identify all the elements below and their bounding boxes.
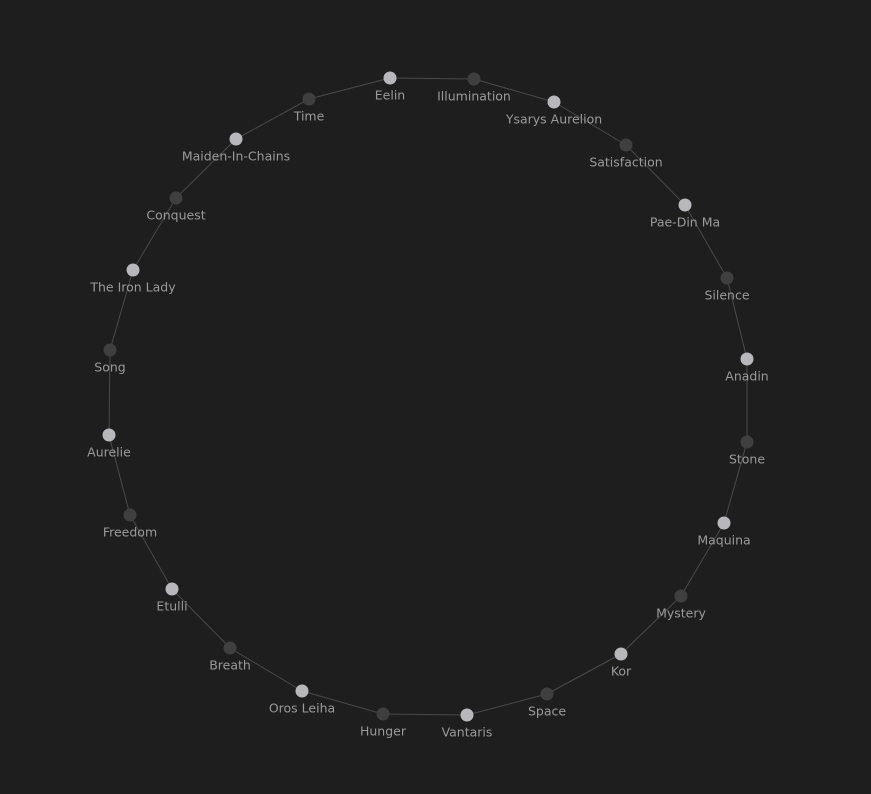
- node-dot[interactable]: [614, 647, 628, 661]
- graph-node[interactable]: Oros Leiha: [269, 684, 335, 716]
- node-dot[interactable]: [123, 508, 137, 522]
- graph-edge: [546, 653, 622, 695]
- node-label[interactable]: Anadin: [725, 369, 768, 384]
- node-label[interactable]: The Iron Lady: [89, 280, 176, 295]
- node-label[interactable]: Illumination: [437, 89, 511, 104]
- node-dot[interactable]: [678, 198, 692, 212]
- node-label[interactable]: Hunger: [360, 724, 407, 739]
- graph-node[interactable]: Ysarys Aurelion: [505, 95, 602, 127]
- node-label[interactable]: Pae-Din Ma: [650, 215, 720, 230]
- graph-edges: [108, 77, 748, 716]
- graph-node[interactable]: Mystery: [656, 589, 707, 621]
- graph-edge: [473, 78, 555, 103]
- node-label[interactable]: Stone: [729, 452, 765, 467]
- graph-edge: [229, 647, 303, 692]
- graph-edge: [684, 204, 728, 279]
- graph-edge: [620, 595, 682, 655]
- graph-node[interactable]: Etulli: [156, 582, 188, 614]
- node-label[interactable]: Time: [293, 109, 325, 124]
- graph-node[interactable]: Maiden-In-Chains: [182, 132, 290, 164]
- node-dot[interactable]: [467, 72, 481, 86]
- graph-edge: [132, 197, 177, 271]
- node-label[interactable]: Song: [94, 360, 125, 375]
- graph-edge: [382, 713, 468, 716]
- node-dot[interactable]: [165, 582, 179, 596]
- node-dot[interactable]: [740, 352, 754, 366]
- node-label[interactable]: Mystery: [656, 606, 706, 621]
- node-label[interactable]: Etulli: [156, 599, 187, 614]
- graph-node[interactable]: Eelin: [375, 71, 405, 103]
- node-label[interactable]: Kor: [611, 664, 632, 679]
- graph-node[interactable]: Space: [528, 687, 566, 719]
- node-label[interactable]: Silence: [704, 288, 749, 303]
- node-dot[interactable]: [674, 589, 688, 603]
- node-dot[interactable]: [229, 132, 243, 146]
- node-dot[interactable]: [717, 516, 731, 530]
- node-dot[interactable]: [740, 435, 754, 449]
- graph-node[interactable]: Hunger: [360, 707, 407, 739]
- graph-node[interactable]: Stone: [729, 435, 765, 467]
- node-dot[interactable]: [383, 71, 397, 85]
- node-label[interactable]: Satisfaction: [589, 155, 662, 170]
- graph-edge: [553, 101, 627, 146]
- node-dot[interactable]: [302, 92, 316, 106]
- graph-edge: [625, 144, 686, 206]
- graph-edge: [108, 434, 131, 516]
- node-dot[interactable]: [223, 641, 237, 655]
- node-label[interactable]: Oros Leiha: [269, 701, 335, 716]
- node-label[interactable]: Maiden-In-Chains: [182, 149, 290, 164]
- graph-edge: [109, 269, 134, 351]
- node-dot[interactable]: [126, 263, 140, 277]
- node-dot[interactable]: [540, 687, 554, 701]
- node-label[interactable]: Ysarys Aurelion: [505, 112, 602, 127]
- node-label[interactable]: Aurelie: [87, 445, 131, 460]
- node-label[interactable]: Freedom: [103, 525, 157, 540]
- node-dot[interactable]: [103, 343, 117, 357]
- graph-edge: [235, 98, 310, 140]
- graph-node[interactable]: Freedom: [103, 508, 157, 540]
- node-dot[interactable]: [547, 95, 561, 109]
- graph-node[interactable]: The Iron Lady: [89, 263, 176, 295]
- graph-node[interactable]: Aurelie: [87, 428, 131, 460]
- node-label[interactable]: Breath: [209, 658, 251, 673]
- graph-node[interactable]: Silence: [704, 271, 750, 303]
- node-label[interactable]: Space: [528, 704, 566, 719]
- node-label[interactable]: Maquina: [697, 533, 750, 548]
- graph-node[interactable]: Pae-Din Ma: [650, 198, 720, 230]
- graph-edge: [171, 588, 231, 649]
- graph-node[interactable]: Song: [94, 343, 126, 375]
- graph-node[interactable]: Vantaris: [442, 708, 493, 740]
- graph-node[interactable]: Conquest: [146, 191, 206, 223]
- node-label[interactable]: Conquest: [146, 208, 205, 223]
- graph-node[interactable]: Maquina: [697, 516, 751, 548]
- graph-nodes: Eelin Illumination Ysarys Aurelion Satisfac…: [87, 71, 769, 740]
- graph-edge: [680, 522, 725, 597]
- node-dot[interactable]: [720, 271, 734, 285]
- graph-node[interactable]: Illumination: [437, 72, 511, 104]
- graph-edge: [301, 690, 384, 715]
- graph-edge: [108, 349, 111, 436]
- graph-edge: [466, 693, 548, 716]
- node-dot[interactable]: [376, 707, 390, 721]
- node-dot[interactable]: [102, 428, 116, 442]
- graph-edge: [389, 77, 475, 80]
- graph-node[interactable]: Anadin: [725, 352, 769, 384]
- graph-node[interactable]: Kor: [611, 647, 632, 679]
- node-dot[interactable]: [169, 191, 183, 205]
- node-dot[interactable]: [460, 708, 474, 722]
- graph-node[interactable]: Satisfaction: [589, 138, 663, 170]
- node-dot[interactable]: [619, 138, 633, 152]
- graph-edge: [175, 138, 237, 199]
- graph-node[interactable]: Breath: [209, 641, 251, 673]
- node-dot[interactable]: [295, 684, 309, 698]
- graph-edge: [723, 441, 748, 524]
- node-label[interactable]: Vantaris: [442, 725, 493, 740]
- graph-edge: [129, 514, 173, 590]
- graph-edge: [308, 77, 391, 100]
- node-label[interactable]: Eelin: [375, 88, 405, 103]
- graph-node[interactable]: Time: [293, 92, 325, 124]
- graph-edge: [726, 277, 748, 360]
